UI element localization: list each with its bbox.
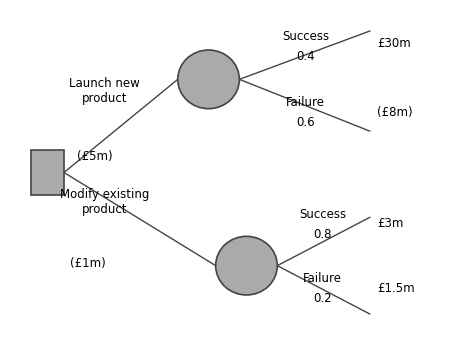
Text: Success: Success — [282, 30, 329, 43]
Text: 0.6: 0.6 — [296, 116, 315, 129]
Text: £30m: £30m — [377, 37, 410, 50]
Text: 0.2: 0.2 — [313, 292, 332, 305]
Ellipse shape — [216, 236, 277, 295]
FancyBboxPatch shape — [31, 150, 64, 195]
Text: Failure: Failure — [303, 272, 342, 285]
Text: Launch new
product: Launch new product — [69, 77, 140, 105]
Text: 0.8: 0.8 — [313, 228, 332, 242]
Text: £1.5m: £1.5m — [377, 282, 414, 295]
Text: Failure: Failure — [286, 96, 325, 109]
Ellipse shape — [178, 50, 239, 109]
Text: Success: Success — [299, 208, 346, 221]
Text: 0.4: 0.4 — [296, 50, 315, 63]
Text: (£1m): (£1m) — [70, 257, 106, 270]
Text: (£8m): (£8m) — [377, 106, 412, 119]
Text: Modify existing
product: Modify existing product — [60, 188, 149, 216]
Text: £3m: £3m — [377, 217, 403, 230]
Text: (£5m): (£5m) — [77, 150, 113, 163]
